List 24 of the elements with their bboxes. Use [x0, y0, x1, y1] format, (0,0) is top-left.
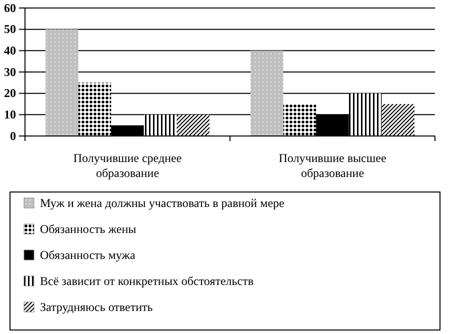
x-tick-label: Получившие среднее образование — [73, 151, 182, 180]
y-tick-label: 0 — [10, 128, 16, 143]
bar — [144, 114, 177, 136]
legend-label: Всё зависит от конкретных обстоятельств — [40, 274, 254, 288]
y-tick-label: 40 — [4, 44, 16, 58]
y-tick-label: 10 — [4, 108, 16, 122]
y-tick-label: 20 — [4, 86, 16, 100]
legend-label: Затрудняюсь ответить — [40, 300, 154, 314]
x-tick-label: Получившие высшее образование — [278, 151, 386, 180]
bar — [250, 50, 284, 136]
bar — [46, 29, 78, 136]
legend-label: Обязанность мужа — [40, 248, 136, 262]
bar — [176, 114, 210, 136]
bar — [78, 82, 112, 136]
bar — [283, 104, 316, 136]
legend-label: Муж и жена должны участвовать в равной мере — [40, 196, 284, 210]
y-tick-label: 60 — [4, 0, 16, 15]
bar — [382, 104, 414, 136]
bar — [316, 114, 349, 136]
legend-label: Обязанность жены — [40, 222, 136, 236]
y-tick-label: 30 — [4, 64, 16, 79]
bar — [348, 93, 382, 136]
y-tick-label: 50 — [4, 22, 16, 36]
bar — [111, 125, 144, 136]
